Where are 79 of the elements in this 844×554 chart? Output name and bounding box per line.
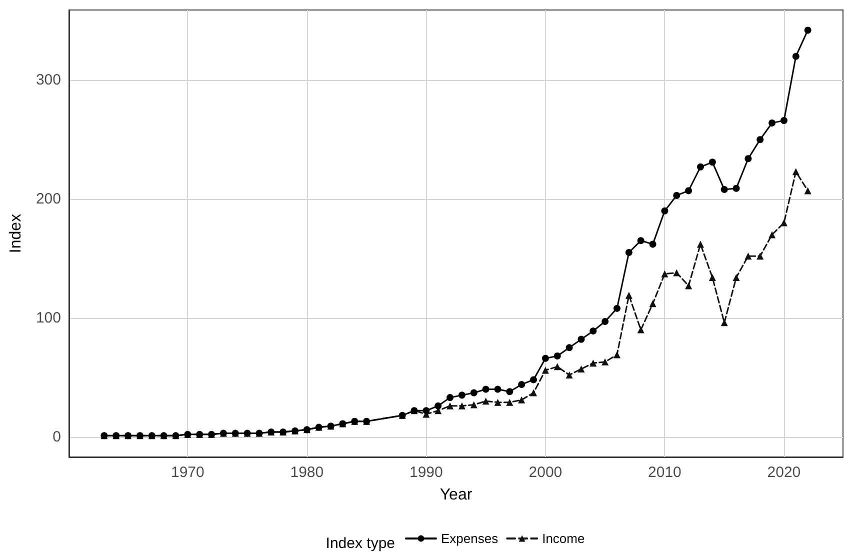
x-tick-label: 1980 [290, 464, 324, 481]
y-tick-label: 0 [52, 428, 61, 446]
point [530, 376, 538, 384]
y-tick-label: 200 [36, 190, 61, 208]
x-tick-label: 2000 [528, 464, 562, 481]
point [708, 158, 716, 166]
point [494, 386, 502, 393]
point [696, 240, 704, 248]
point [482, 386, 490, 393]
point [637, 326, 644, 334]
point [554, 352, 561, 360]
point [494, 398, 502, 406]
x-tick-label: 2010 [648, 464, 682, 481]
point [756, 252, 764, 260]
point [542, 366, 549, 374]
point [578, 366, 585, 373]
point [732, 274, 740, 281]
point [696, 163, 704, 170]
y-axis-title: Index [8, 214, 24, 254]
point [470, 401, 478, 408]
point [661, 207, 668, 214]
point [720, 186, 728, 194]
point [470, 389, 478, 396]
point [458, 392, 466, 399]
y-tick-label: 100 [36, 309, 61, 326]
point [792, 52, 800, 60]
point [780, 117, 788, 124]
point [518, 396, 526, 404]
point [744, 252, 752, 260]
point [673, 192, 680, 199]
point [602, 358, 609, 366]
legend-label: Income [542, 531, 585, 546]
point [732, 184, 740, 192]
point [780, 219, 788, 226]
point [614, 304, 620, 312]
point [661, 270, 668, 278]
point [554, 363, 561, 370]
point [530, 389, 538, 396]
point [458, 402, 466, 410]
point [434, 402, 442, 410]
point [792, 168, 800, 176]
point [506, 388, 514, 396]
point [768, 231, 776, 238]
x-tick-label: 1990 [409, 464, 443, 481]
point [422, 407, 430, 414]
point [446, 402, 454, 410]
x-tick-label: 2020 [767, 464, 801, 481]
legend-label: Expenses [441, 531, 499, 546]
x-tick-label: 1970 [170, 464, 204, 481]
point [614, 351, 620, 358]
point [578, 336, 585, 343]
point [649, 240, 656, 248]
point [625, 292, 632, 299]
point [649, 300, 656, 308]
point [720, 319, 728, 326]
y-tick-label: 300 [36, 72, 61, 89]
point [506, 398, 514, 406]
point [673, 269, 680, 276]
point [482, 398, 490, 405]
point [602, 318, 609, 325]
point [446, 394, 454, 402]
point [566, 371, 573, 378]
point [685, 187, 692, 194]
point [590, 360, 597, 367]
point [542, 354, 549, 362]
point [756, 136, 764, 144]
point [804, 26, 812, 34]
point [566, 344, 573, 352]
point [518, 380, 526, 388]
point [744, 155, 752, 162]
point [768, 119, 776, 126]
point [590, 327, 597, 334]
legend-title: Index type [326, 535, 396, 552]
x-axis-title: Year [440, 486, 473, 504]
point [637, 237, 644, 244]
point [625, 249, 632, 256]
point [804, 187, 812, 194]
point [685, 282, 692, 290]
point [708, 274, 716, 281]
